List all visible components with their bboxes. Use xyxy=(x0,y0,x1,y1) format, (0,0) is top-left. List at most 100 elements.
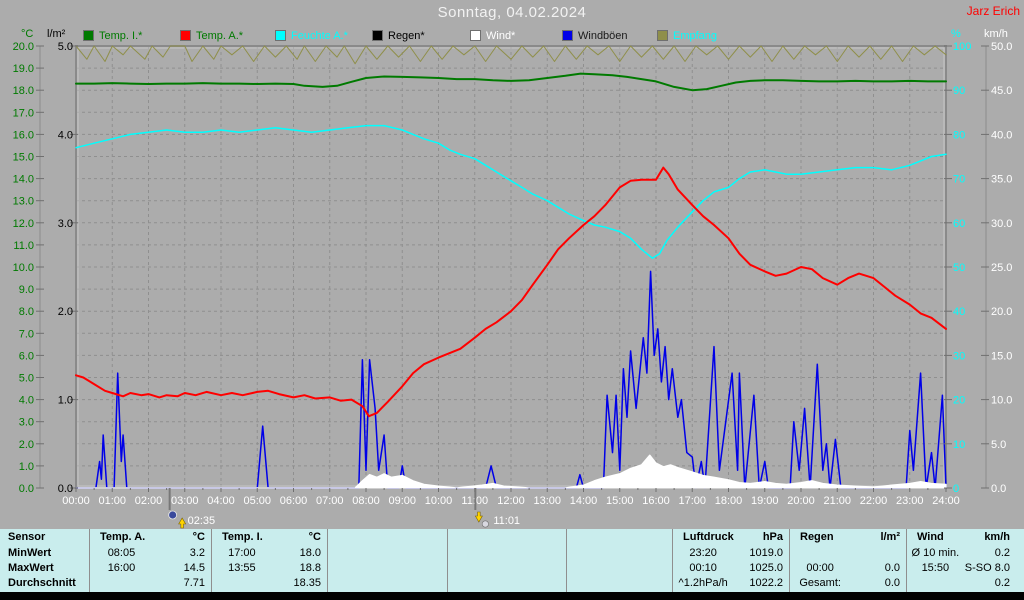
table-cell-value: 1019.0 xyxy=(749,547,783,559)
table-cell-time xyxy=(448,546,509,561)
table-cell-value xyxy=(509,546,566,561)
table-sensor-name xyxy=(567,529,622,546)
table-row xyxy=(567,561,672,576)
y-tick-label-humidity_pct: 100 xyxy=(953,41,971,53)
table-cell-value xyxy=(622,576,672,591)
x-tick-label: 20:00 xyxy=(787,495,815,507)
feuchte-a-swatch-icon xyxy=(275,30,286,41)
moonrise-marker-icon xyxy=(168,510,178,520)
y-tick-label-temp_c: 12.0 xyxy=(13,218,34,230)
y-tick-label-wind_kmh: 35.0 xyxy=(991,174,1012,186)
y-tick-label-temp_c: 17.0 xyxy=(13,107,34,119)
table-row: Gesamt: 0.0 xyxy=(790,576,906,591)
moonrise-marker-time: 02:35 xyxy=(188,515,216,527)
moonset-arrow-icon xyxy=(474,511,483,523)
y-tick-label-humidity_pct: 70 xyxy=(953,174,965,186)
table-cell-time xyxy=(448,576,509,591)
table-cell-value: 0.2 xyxy=(994,547,1010,559)
legend-item-empfang[interactable]: Empfang xyxy=(657,29,717,42)
table-row xyxy=(790,546,906,561)
table-row xyxy=(328,546,447,561)
table-row xyxy=(448,546,566,561)
x-tick-label: 14:00 xyxy=(570,495,598,507)
series-windboeen xyxy=(75,270,947,489)
y-tick-label-temp_c: 1.0 xyxy=(19,461,34,473)
wind-swatch-icon xyxy=(470,30,481,41)
table-col-regen: Regen l/m² 00:00 0.0 Gesamt: 0.0 xyxy=(789,529,906,592)
y-tick-label-wind_kmh: 30.0 xyxy=(991,218,1012,230)
regen-swatch-icon xyxy=(372,30,383,41)
table-cell-value xyxy=(390,546,447,561)
table-row xyxy=(328,561,447,576)
table-sensor-unit: km/h xyxy=(984,531,1010,543)
table-cell-value: 14.5 xyxy=(183,562,205,574)
table-cell-value: 3.2 xyxy=(189,547,205,559)
table-col-temp-a: Temp. A. °C 08:05 3.2 16:00 14.5 7.71 xyxy=(89,529,211,592)
table-col-header xyxy=(567,529,672,546)
legend-item-windboeen[interactable]: Windböen xyxy=(562,29,628,42)
x-tick-label: 23:00 xyxy=(896,495,924,507)
table-cell-time xyxy=(567,546,622,561)
table-col-header: Regen l/m² xyxy=(790,529,906,546)
x-tick-label: 17:00 xyxy=(678,495,706,507)
legend-item-wind[interactable]: Wind* xyxy=(470,29,515,42)
moonrise-arrow-icon xyxy=(178,517,187,529)
table-cell-time: 13:55 xyxy=(228,562,256,574)
table-sensor-unit: °C xyxy=(192,531,205,543)
weather-chart-canvas: 20.0 19.0 18.0 17.0 16.0 15.0 14.0 13.0 12.0 11.0… xyxy=(13,41,1012,529)
table-col-header: Temp. I. °C xyxy=(212,529,327,546)
chart-legend: Temp. I.* Temp. A.* Feuchte A.* Regen* Wind*… xyxy=(0,29,1024,42)
legend-label: Regen* xyxy=(388,29,425,42)
table-sensor-name xyxy=(328,529,390,546)
axis-unit-humidity: % xyxy=(951,28,961,40)
legend-item-regen[interactable]: Regen* xyxy=(372,29,425,42)
table-cell-time xyxy=(567,561,622,576)
table-cell-time xyxy=(567,576,622,591)
table-col-luftdruck: Luftdruck hPa 23:20 1019.0 00:10 1025.0 ^1.2hP… xyxy=(672,529,789,592)
legend-item-feuchte-a[interactable]: Feuchte A.* xyxy=(275,29,348,42)
x-tick-label: 22:00 xyxy=(860,495,888,507)
empfang-swatch-icon xyxy=(657,30,668,41)
table-cell-value: 18.8 xyxy=(299,562,321,574)
y-tick-label-temp_c: 18.0 xyxy=(13,85,34,97)
table-row: 00:00 0.0 xyxy=(790,561,906,576)
y-tick-label-temp_c: 5.0 xyxy=(19,373,34,385)
table-row: ^1.2hPa/h 1022.2 xyxy=(673,576,789,591)
y-tick-label-wind_kmh: 15.0 xyxy=(991,350,1012,362)
y-tick-label-humidity_pct: 60 xyxy=(953,218,965,230)
legend-item-temp-i[interactable]: Temp. I.* xyxy=(83,29,142,42)
x-tick-label: 04:00 xyxy=(207,495,235,507)
x-tick-label: 12:00 xyxy=(497,495,525,507)
x-tick-label: 05:00 xyxy=(243,495,271,507)
table-cell-time xyxy=(212,576,272,591)
y-tick-label-wind_kmh: 25.0 xyxy=(991,262,1012,274)
x-tick-label: 02:00 xyxy=(135,495,163,507)
legend-item-temp-a[interactable]: Temp. A.* xyxy=(180,29,243,42)
table-row: 00:10 1025.0 xyxy=(673,561,789,576)
table-row xyxy=(567,576,672,591)
table-col-empty-2 xyxy=(447,529,566,592)
table-cell-time: 23:20 xyxy=(689,547,717,559)
windboeen-swatch-icon xyxy=(562,30,573,41)
temp-i-swatch-icon xyxy=(83,30,94,41)
table-cell-value xyxy=(850,546,906,561)
table-cell-time: Ø 10 min. xyxy=(911,547,960,559)
table-cell-time: 15:50 xyxy=(921,562,950,574)
table-col-empty-3 xyxy=(566,529,672,592)
table-col-temp-i: Temp. I. °C 17:00 18.0 13:55 18.8 18.35 xyxy=(211,529,327,592)
table-sensor-name: Temp. A. xyxy=(100,531,146,543)
table-col-header xyxy=(328,529,447,546)
table-cell-value xyxy=(622,546,672,561)
table-cell-value xyxy=(390,576,447,591)
y-tick-label-temp_c: 15.0 xyxy=(13,152,34,164)
y-tick-label-temp_c: 11.0 xyxy=(13,240,34,252)
table-col-header xyxy=(448,529,566,546)
y-tick-label-temp_c: 19.0 xyxy=(13,63,34,75)
table-sensor-unit: hPa xyxy=(762,531,783,543)
y-tick-label-rain_lm2: 3.0 xyxy=(58,218,73,230)
y-tick-label-temp_c: 14.0 xyxy=(13,174,34,186)
series-empfang xyxy=(75,45,947,65)
x-tick-label: 08:00 xyxy=(352,495,380,507)
table-cell-time xyxy=(90,576,153,591)
y-tick-label-temp_c: 4.0 xyxy=(19,395,34,407)
